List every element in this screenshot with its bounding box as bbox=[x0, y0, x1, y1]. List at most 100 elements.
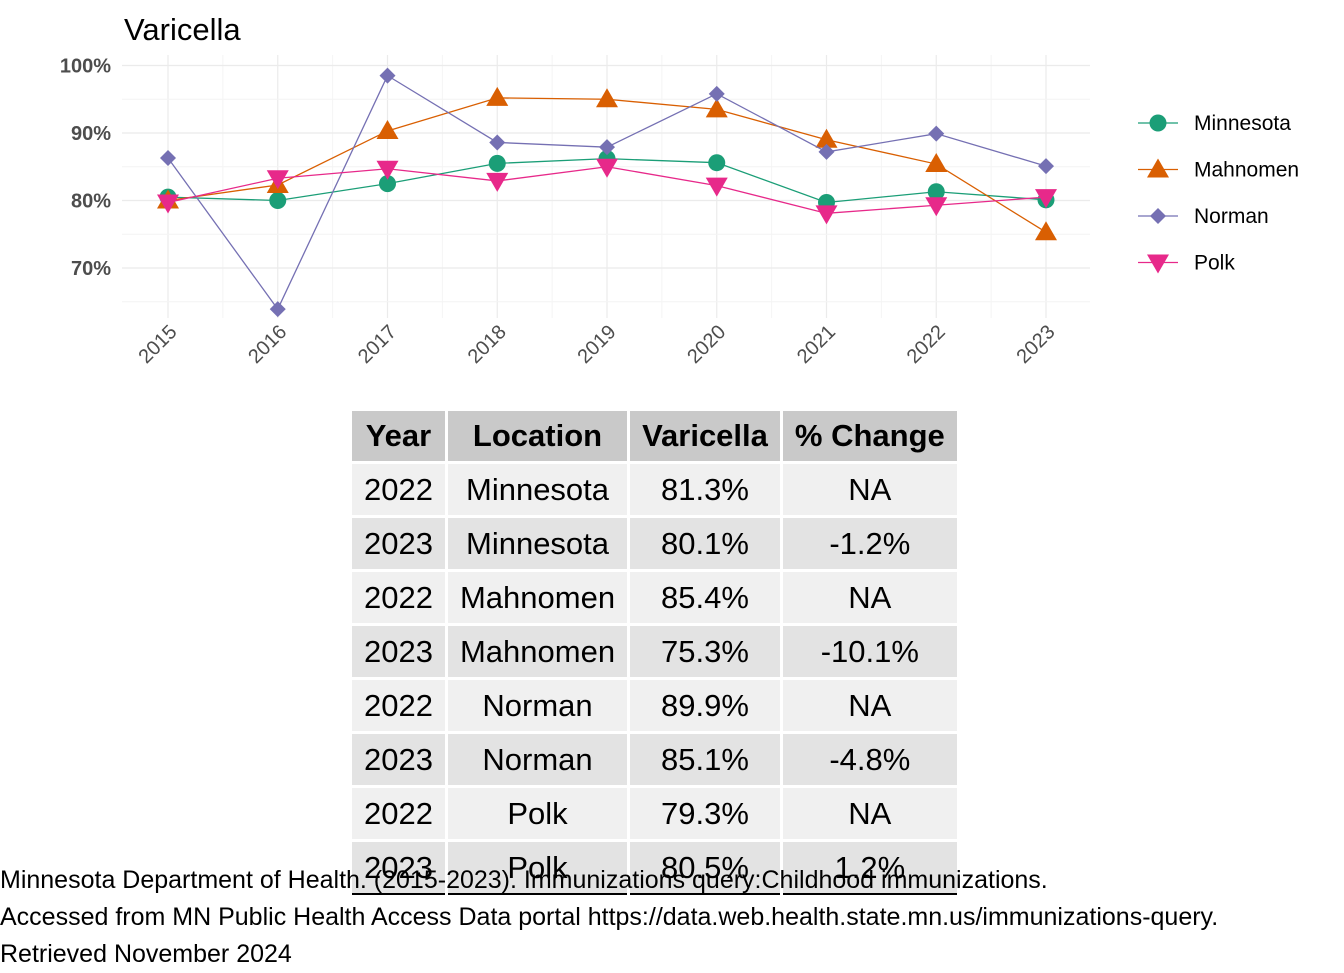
cell-change: -4.8% bbox=[782, 734, 957, 785]
data-point bbox=[269, 301, 286, 318]
data-point bbox=[379, 67, 396, 84]
table-row: 2023 Polk 80.5% 1.2% bbox=[352, 842, 957, 895]
x-tick-label: 2016 bbox=[244, 321, 291, 368]
table-header-row: Year Location Varicella % Change bbox=[352, 411, 957, 461]
data-point bbox=[379, 175, 396, 193]
cell-year: 2023 bbox=[352, 734, 445, 785]
data-point bbox=[488, 154, 506, 172]
table-row: 2023 Norman 85.1% -4.8% bbox=[352, 734, 957, 785]
cell-change: NA bbox=[782, 464, 957, 515]
data-point bbox=[1038, 158, 1054, 175]
series-polk bbox=[157, 158, 1057, 225]
data-point bbox=[376, 119, 399, 139]
legend-marker bbox=[1149, 114, 1167, 132]
data-point bbox=[489, 134, 506, 151]
y-tick-label: 90% bbox=[71, 123, 111, 145]
data-point bbox=[1035, 189, 1057, 209]
x-tick-label: 2023 bbox=[1013, 321, 1060, 368]
data-point bbox=[925, 153, 948, 173]
data-point bbox=[157, 194, 179, 214]
x-tick-label: 2022 bbox=[903, 321, 950, 368]
x-tick-label: 2018 bbox=[464, 321, 511, 368]
y-axis: 70% 80% 90% 100% bbox=[60, 56, 111, 281]
y-tick-label: 100% bbox=[60, 56, 111, 78]
legend: Minnesota Mahnomen Norman Polk bbox=[1138, 112, 1299, 275]
cell-change: -10.1% bbox=[782, 626, 957, 677]
legend-label: Minnesota bbox=[1194, 112, 1291, 135]
legend-item: Norman bbox=[1138, 205, 1269, 228]
data-point bbox=[815, 205, 838, 225]
x-tick-label: 2017 bbox=[354, 321, 401, 368]
cell-varicella: 89.9% bbox=[630, 680, 780, 731]
cell-change: -1.2% bbox=[782, 518, 957, 569]
series-norman bbox=[160, 67, 1054, 318]
cell-varicella: 85.4% bbox=[630, 572, 780, 623]
legend-label: Polk bbox=[1194, 252, 1235, 275]
cell-varicella: 81.3% bbox=[630, 464, 780, 515]
data-point bbox=[596, 158, 618, 178]
cell-varicella: 79.3% bbox=[630, 788, 780, 839]
cell-varicella: 80.1% bbox=[630, 518, 780, 569]
cell-location: Minnesota bbox=[447, 464, 628, 515]
legend-marker bbox=[1147, 254, 1169, 274]
cell-varicella: 75.3% bbox=[630, 626, 780, 677]
legend-item: Polk bbox=[1138, 252, 1235, 275]
caption-line-3: Retrieved November 2024 bbox=[0, 940, 292, 968]
data-point bbox=[928, 125, 945, 142]
cell-change: NA bbox=[782, 788, 957, 839]
data-point bbox=[599, 139, 615, 156]
data-point bbox=[708, 85, 725, 102]
legend-marker bbox=[1147, 158, 1169, 178]
data-point bbox=[160, 149, 176, 166]
cell-location: Polk bbox=[447, 842, 628, 895]
data-point bbox=[376, 160, 399, 180]
x-tick-label: 2015 bbox=[135, 321, 182, 368]
table-row: 2022 Norman 89.9% NA bbox=[352, 680, 957, 731]
data-point bbox=[266, 170, 289, 190]
column-header-varicella: Varicella bbox=[630, 411, 780, 461]
table-row: 2023 Minnesota 80.1% -1.2% bbox=[352, 518, 957, 569]
legend-item: Mahnomen bbox=[1138, 158, 1299, 182]
source-caption: Minnesota Department of Health. (2015-20… bbox=[0, 862, 1344, 973]
data-point bbox=[596, 88, 618, 108]
table-row: 2022 Minnesota 81.3% NA bbox=[352, 464, 957, 515]
data-point bbox=[927, 183, 945, 201]
cell-location: Mahnomen bbox=[447, 626, 628, 677]
x-tick-label: 2021 bbox=[793, 321, 840, 368]
cell-location: Norman bbox=[447, 734, 628, 785]
column-header-year: Year bbox=[352, 411, 445, 461]
table-row: 2022 Polk 79.3% NA bbox=[352, 788, 957, 839]
legend-label: Norman bbox=[1194, 205, 1269, 228]
column-header-location: Location bbox=[447, 411, 628, 461]
cell-year: 2023 bbox=[352, 518, 445, 569]
cell-year: 2022 bbox=[352, 788, 445, 839]
y-tick-label: 80% bbox=[71, 191, 111, 213]
cell-varicella: 80.5% bbox=[630, 842, 780, 895]
data-point bbox=[818, 143, 835, 160]
data-point bbox=[815, 128, 838, 148]
legend-item: Minnesota bbox=[1138, 112, 1291, 135]
column-header-change: % Change bbox=[782, 411, 957, 461]
x-tick-label: 2020 bbox=[683, 321, 730, 368]
cell-year: 2023 bbox=[352, 842, 445, 895]
data-point bbox=[925, 197, 948, 217]
cell-year: 2023 bbox=[352, 626, 445, 677]
cell-year: 2022 bbox=[352, 572, 445, 623]
data-point bbox=[486, 86, 509, 106]
caption-line-2: Accessed from MN Public Health Access Da… bbox=[0, 903, 1219, 931]
cell-year: 2022 bbox=[352, 464, 445, 515]
cell-year: 2022 bbox=[352, 680, 445, 731]
cell-change: NA bbox=[782, 572, 957, 623]
legend-label: Mahnomen bbox=[1194, 159, 1299, 182]
data-table: Year Location Varicella % Change 2022 Min… bbox=[349, 408, 960, 898]
cell-location: Norman bbox=[447, 680, 628, 731]
legend-marker bbox=[1150, 208, 1166, 224]
caption-line-1: Minnesota Department of Health. (2015-20… bbox=[0, 866, 1048, 894]
cell-change: NA bbox=[782, 680, 957, 731]
series bbox=[157, 67, 1057, 318]
varicella-line-chart: Varicella 70% 80% 90% 100% 2015 2016 2017 2018… bbox=[60, 12, 1299, 368]
cell-varicella: 85.1% bbox=[630, 734, 780, 785]
cell-location: Minnesota bbox=[447, 518, 628, 569]
data-point bbox=[708, 154, 726, 172]
x-tick-label: 2019 bbox=[574, 321, 621, 368]
